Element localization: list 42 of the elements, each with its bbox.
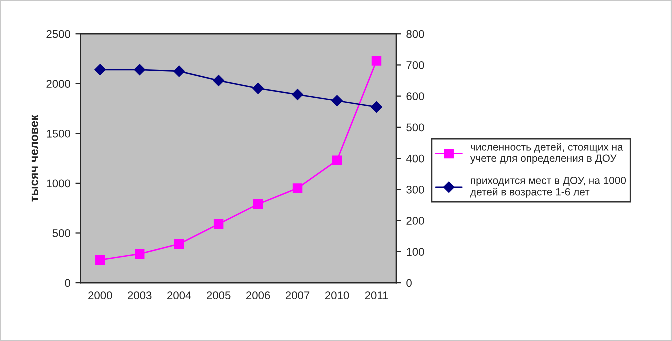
y2-tick-label: 200 (406, 217, 424, 225)
y-axis-title: тысяч человек (32, 115, 38, 202)
legend-label: численность детей, стоящих на учете для определения в ДОУ (470, 143, 624, 164)
point (252, 82, 264, 94)
point (332, 156, 342, 166)
y-tick-label: 500 (52, 230, 70, 238)
y2-tick-label: 500 (406, 124, 424, 132)
point (134, 64, 146, 76)
y-tick-label: 0 (65, 279, 70, 288)
point (372, 56, 382, 66)
x-tick-label: 2003 (128, 292, 152, 300)
y2-tick-label: 0 (406, 279, 412, 288)
point (332, 95, 343, 107)
x-tick-label: 2005 (207, 292, 231, 300)
point (253, 200, 264, 210)
x-tick-label: 2010 (325, 292, 350, 300)
y2-tick-label: 400 (406, 154, 424, 163)
point (174, 239, 184, 250)
point (96, 255, 106, 265)
x-tick-label: 2007 (286, 292, 310, 300)
x-tick-label: 2011 (365, 292, 388, 300)
point (292, 184, 303, 194)
y-tick-label: 2000 (46, 80, 70, 88)
point (214, 219, 224, 230)
y-tick-label: 2500 (46, 30, 70, 38)
y-tick-label: 1500 (47, 130, 70, 138)
y2-tick-label: 600 (406, 92, 424, 100)
x-tick-label: 2000 (88, 292, 112, 300)
x-tick-label: 2006 (246, 292, 270, 300)
point (135, 249, 145, 260)
point (292, 89, 304, 100)
y2-tick-label: 100 (407, 248, 424, 256)
legend-label: приходится мест в ДОУ, на 1000 детей в возрасте 1-6 лет (470, 176, 626, 198)
x-tick-label: 2004 (168, 292, 192, 300)
y-tick-label: 1000 (47, 180, 70, 188)
y2-tick-label: 700 (406, 61, 424, 70)
y2-tick-label: 300 (406, 186, 424, 194)
point (213, 75, 224, 86)
point (174, 66, 185, 78)
point (371, 102, 382, 113)
y2-tick-label: 800 (406, 30, 424, 38)
point (94, 64, 106, 76)
